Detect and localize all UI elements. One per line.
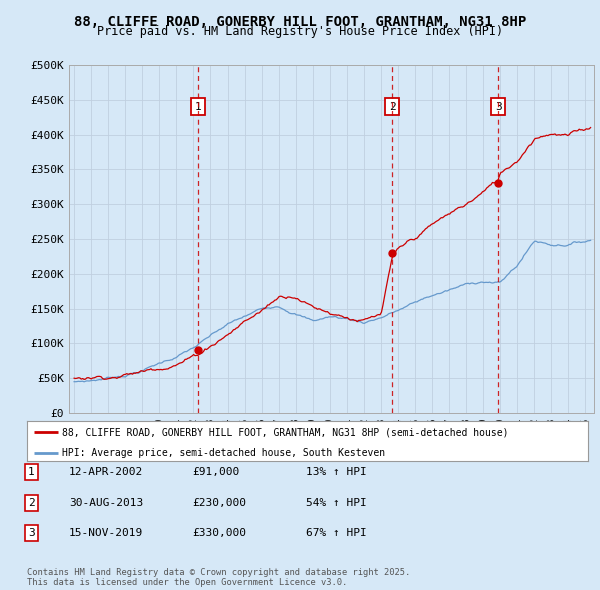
Text: 88, CLIFFE ROAD, GONERBY HILL FOOT, GRANTHAM, NG31 8HP: 88, CLIFFE ROAD, GONERBY HILL FOOT, GRAN… xyxy=(74,15,526,29)
Text: £91,000: £91,000 xyxy=(192,467,239,477)
Text: 54% ↑ HPI: 54% ↑ HPI xyxy=(306,498,367,507)
Text: 67% ↑ HPI: 67% ↑ HPI xyxy=(306,529,367,538)
Text: 15-NOV-2019: 15-NOV-2019 xyxy=(69,529,143,538)
Text: £330,000: £330,000 xyxy=(192,529,246,538)
Text: 13% ↑ HPI: 13% ↑ HPI xyxy=(306,467,367,477)
Text: 30-AUG-2013: 30-AUG-2013 xyxy=(69,498,143,507)
Text: 1: 1 xyxy=(28,467,35,477)
Text: 2: 2 xyxy=(28,498,35,507)
Text: 3: 3 xyxy=(28,529,35,538)
Text: 2: 2 xyxy=(389,101,395,112)
Text: 12-APR-2002: 12-APR-2002 xyxy=(69,467,143,477)
Text: 1: 1 xyxy=(195,101,202,112)
Text: Contains HM Land Registry data © Crown copyright and database right 2025.
This d: Contains HM Land Registry data © Crown c… xyxy=(27,568,410,587)
Text: £230,000: £230,000 xyxy=(192,498,246,507)
Text: 3: 3 xyxy=(495,101,502,112)
Text: 88, CLIFFE ROAD, GONERBY HILL FOOT, GRANTHAM, NG31 8HP (semi-detached house): 88, CLIFFE ROAD, GONERBY HILL FOOT, GRAN… xyxy=(62,427,509,437)
Text: Price paid vs. HM Land Registry's House Price Index (HPI): Price paid vs. HM Land Registry's House … xyxy=(97,25,503,38)
Text: HPI: Average price, semi-detached house, South Kesteven: HPI: Average price, semi-detached house,… xyxy=(62,448,385,458)
